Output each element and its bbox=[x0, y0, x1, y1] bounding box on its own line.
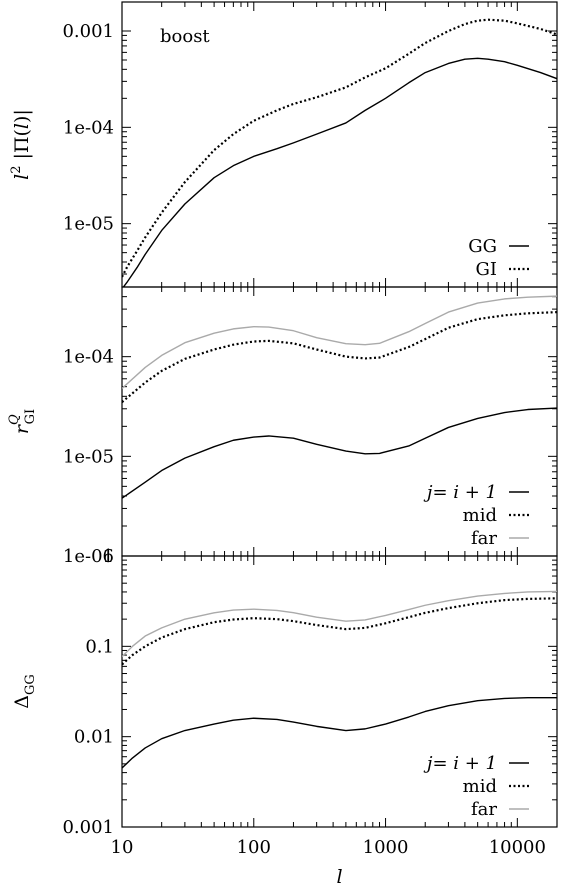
x-tick-label: 10 bbox=[111, 837, 134, 858]
legend-label: j= i + 1 bbox=[423, 482, 497, 503]
series-line-1 bbox=[122, 57, 557, 287]
y-axis-label: rQGI bbox=[7, 409, 38, 434]
legend-label: far bbox=[471, 528, 497, 549]
series-line-3 bbox=[122, 295, 557, 389]
y-tick-label: 0.1 bbox=[85, 636, 114, 657]
legend-label: j= i + 1 bbox=[423, 753, 497, 774]
series-line-2 bbox=[122, 311, 557, 403]
y-tick-label: 1 bbox=[103, 546, 114, 567]
legend-label: far bbox=[471, 799, 497, 820]
x-tick-label: 10000 bbox=[489, 837, 546, 858]
y-tick-label: 1e-04 bbox=[63, 347, 114, 368]
y-tick-label: 1e-04 bbox=[63, 117, 114, 138]
panel-annotation: boost bbox=[160, 26, 210, 47]
y-tick-label: 1e-05 bbox=[63, 446, 114, 467]
y-tick-label: 0.001 bbox=[62, 817, 114, 838]
legend-label: mid bbox=[463, 505, 497, 526]
x-tick-label: 100 bbox=[237, 837, 271, 858]
legend-label: GI bbox=[476, 259, 498, 280]
legend-label: GG bbox=[468, 236, 497, 257]
x-tick-label: 1000 bbox=[363, 837, 409, 858]
y-tick-label: 0.01 bbox=[74, 727, 114, 748]
x-axis-label: l bbox=[336, 866, 342, 888]
y-tick-label: 0.001 bbox=[62, 21, 114, 42]
series-line-2 bbox=[122, 18, 557, 278]
y-axis-label: l2 |Π(l)| bbox=[9, 109, 33, 180]
series-line-3 bbox=[122, 590, 557, 658]
legend-label: mid bbox=[463, 776, 497, 797]
y-tick-label: 1e-05 bbox=[63, 214, 114, 235]
y-tick-label: 1e-06 bbox=[63, 546, 114, 567]
y-axis-label: ΔGG bbox=[11, 674, 38, 709]
panel-frame bbox=[121, 555, 558, 828]
series-line-1 bbox=[122, 407, 557, 499]
series-line-1 bbox=[122, 697, 557, 769]
series-line-2 bbox=[122, 597, 557, 666]
